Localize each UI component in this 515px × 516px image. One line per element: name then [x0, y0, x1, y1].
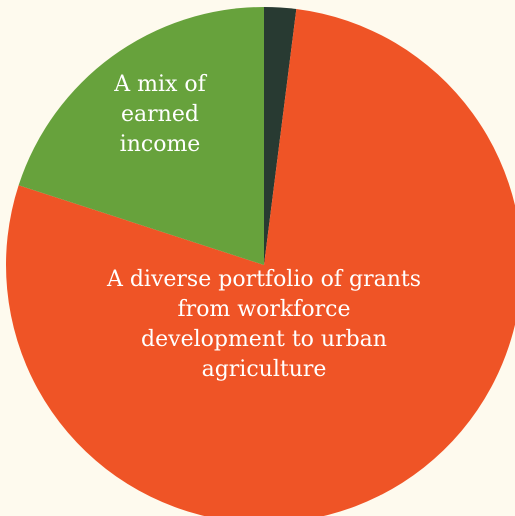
pie-slice-label-line: A mix of — [113, 72, 207, 97]
pie-slice-label-line: agriculture — [202, 357, 327, 382]
pie-slice-label-line: earned — [121, 102, 199, 127]
pie-slice-label-1: A diverse portfolio of grants from workfo… — [106, 267, 421, 382]
slices-layer — [6, 6, 515, 516]
labels-layer: A diverse portfolio of grants from workfo… — [106, 72, 421, 382]
pie-slice-0 — [264, 6, 297, 265]
pie-slice-label-line: A diverse portfolio of grants — [106, 267, 421, 292]
pie-slice-2 — [18, 7, 264, 265]
pie-slice-1 — [6, 9, 515, 516]
pie-slice-label-line: income — [120, 132, 201, 157]
pie-slice-label-2: A mix of earned income — [113, 72, 207, 157]
pie-slice-label-line: development to urban — [141, 327, 387, 352]
pie-slice-label-line: from workforce — [178, 297, 351, 322]
